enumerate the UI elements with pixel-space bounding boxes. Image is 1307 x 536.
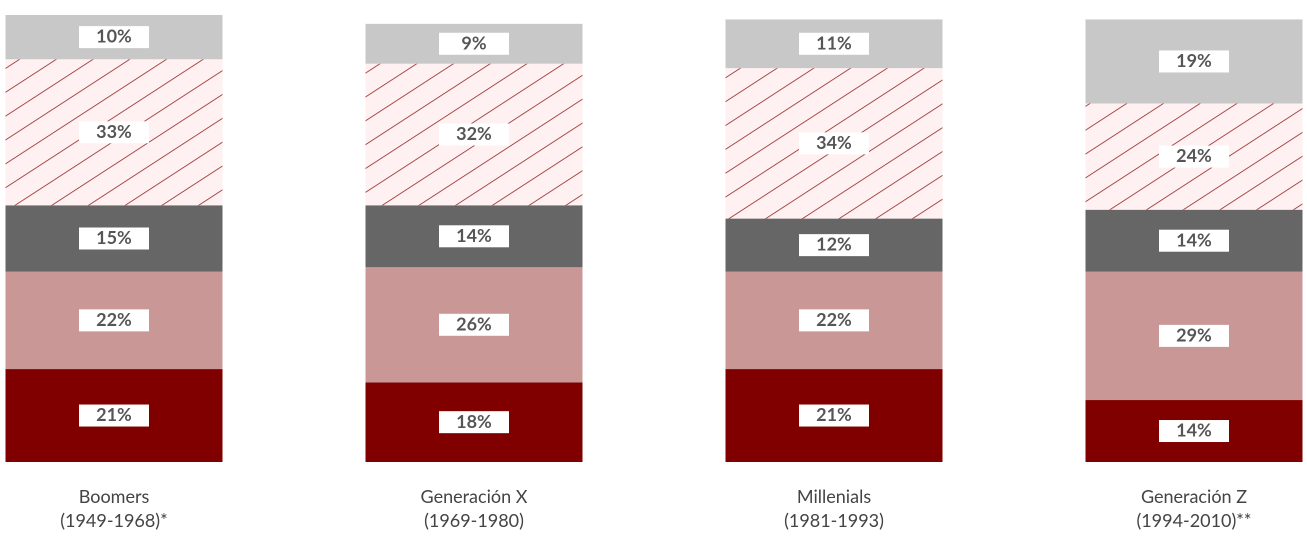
value-label: 33% — [96, 120, 132, 142]
value-label: 10% — [96, 25, 132, 47]
value-label-box — [439, 32, 509, 55]
value-label-box — [439, 313, 509, 336]
value-label: 22% — [96, 308, 132, 330]
value-label-box — [439, 123, 509, 146]
value-label-box — [1159, 145, 1229, 168]
value-label: 24% — [1176, 144, 1212, 166]
value-label: 22% — [816, 308, 852, 330]
value-label-box — [439, 411, 509, 434]
value-label: 34% — [816, 131, 852, 153]
value-label: 14% — [456, 224, 492, 246]
x-tick-label: Millenials (1981-1993) — [784, 485, 884, 531]
value-label: 21% — [96, 403, 132, 425]
value-label: 9% — [461, 31, 486, 53]
value-label: 11% — [816, 31, 852, 53]
value-label: 26% — [456, 312, 492, 334]
value-label: 18% — [456, 410, 492, 432]
value-label-box — [439, 225, 509, 248]
value-label: 14% — [1176, 228, 1212, 250]
value-label-box — [1159, 324, 1229, 347]
value-label: 19% — [1176, 49, 1212, 71]
value-label-box — [79, 227, 149, 250]
value-label: 12% — [816, 233, 852, 255]
value-label-box — [79, 26, 149, 49]
value-label-box — [799, 404, 869, 427]
value-label: 29% — [1176, 323, 1212, 345]
x-tick-label: Generación Z (1994-2010)** — [1136, 485, 1251, 531]
value-label: 15% — [96, 226, 132, 248]
value-label: 21% — [816, 403, 852, 425]
value-label-box — [79, 121, 149, 144]
x-tick-label: Boomers (1949-1968)* — [60, 485, 167, 531]
value-label-box — [1159, 50, 1229, 73]
value-label-box — [799, 32, 869, 55]
x-tick-label: Generación X (1969-1980) — [421, 485, 528, 531]
value-label-box — [79, 309, 149, 332]
value-label-box — [1159, 229, 1229, 252]
value-label: 14% — [1176, 419, 1212, 441]
value-label-box — [1159, 420, 1229, 443]
value-label-box — [799, 132, 869, 155]
value-label-box — [799, 234, 869, 257]
value-label: 32% — [456, 122, 492, 144]
value-label-box — [799, 309, 869, 332]
value-label-box — [79, 404, 149, 427]
